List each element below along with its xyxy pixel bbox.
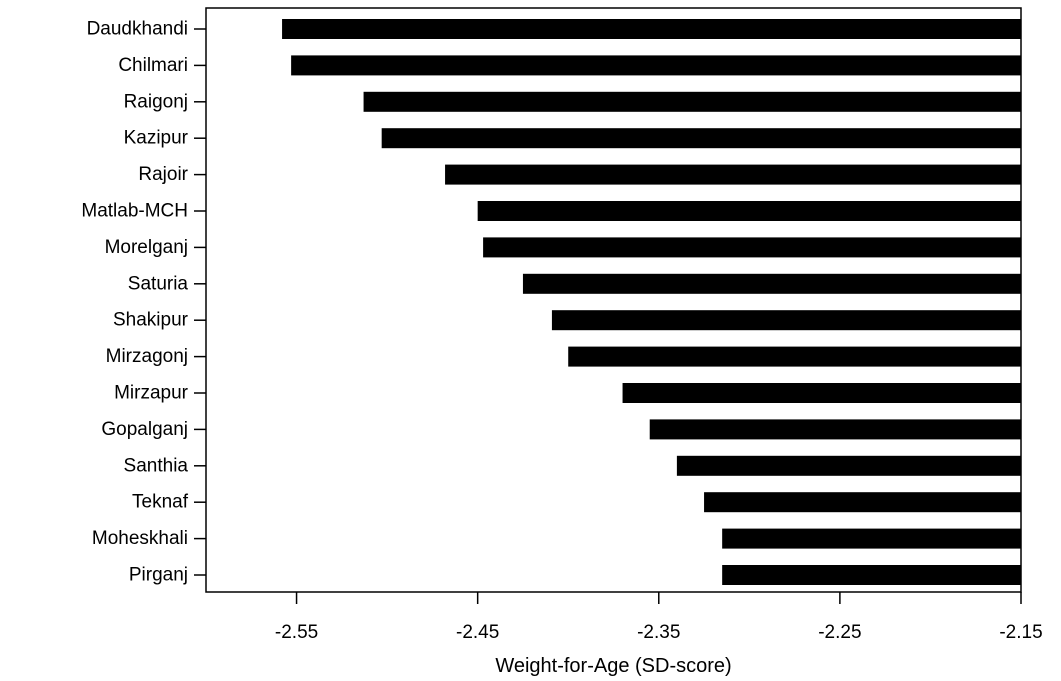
bar-shakipur <box>551 310 1021 331</box>
bar-moheskhali <box>722 528 1021 549</box>
y-axis-ticks: Daudkhandi Chilmari Raigonj Kazipur Rajoir Ma… <box>81 19 206 586</box>
y-tick-label: Mirzagonj <box>106 346 188 367</box>
y-tick-label: Gopalganj <box>101 419 188 440</box>
plot-frame <box>205 7 1022 593</box>
y-tick-label: Mirzapur <box>114 383 189 404</box>
bar-daudkhandi <box>282 19 1022 39</box>
x-tick-label: -2.35 <box>637 622 680 643</box>
bar-kazipur <box>381 128 1022 149</box>
bar-saturia <box>522 273 1021 294</box>
bar-raigonj <box>363 91 1022 112</box>
x-tick-label: -2.15 <box>999 622 1042 643</box>
bar-pirganj <box>722 565 1021 585</box>
x-tick-label: -2.55 <box>275 622 318 643</box>
y-tick-label: Morelganj <box>105 237 188 258</box>
bar-matlab-mch <box>477 201 1022 221</box>
x-tick-label: -2.25 <box>818 622 861 643</box>
y-tick-label: Raigonj <box>124 91 188 112</box>
y-tick-label: Chilmari <box>118 55 188 76</box>
y-tick-label: Daudkhandi <box>87 19 188 40</box>
y-tick-label: Rajoir <box>138 164 188 185</box>
y-tick-label: Teknaf <box>132 492 189 513</box>
y-tick-label: Kazipur <box>124 128 189 149</box>
bars-group <box>282 19 1022 585</box>
bar-mirzapur <box>622 383 1021 403</box>
bar-teknaf <box>704 492 1021 513</box>
bar-mirzagonj <box>568 346 1021 367</box>
y-tick-label: Pirganj <box>129 565 188 586</box>
y-tick-label: Moheskhali <box>92 528 188 549</box>
x-axis-title: Weight-for-Age (SD-score) <box>495 655 731 677</box>
bar-rajoir <box>445 164 1022 185</box>
y-tick-label: Shakipur <box>113 310 189 331</box>
bar-santhia <box>676 455 1021 476</box>
bar-morelganj <box>483 237 1022 258</box>
y-tick-label: Saturia <box>128 273 189 294</box>
bar-gopalganj <box>649 419 1021 440</box>
x-tick-label: -2.45 <box>456 622 499 643</box>
y-tick-label: Matlab-MCH <box>81 201 188 222</box>
x-axis-ticks: -2.55 -2.45 -2.35 -2.25 -2.15 <box>275 592 1043 643</box>
y-tick-label: Santhia <box>124 455 189 476</box>
bar-chilmari <box>291 55 1022 76</box>
